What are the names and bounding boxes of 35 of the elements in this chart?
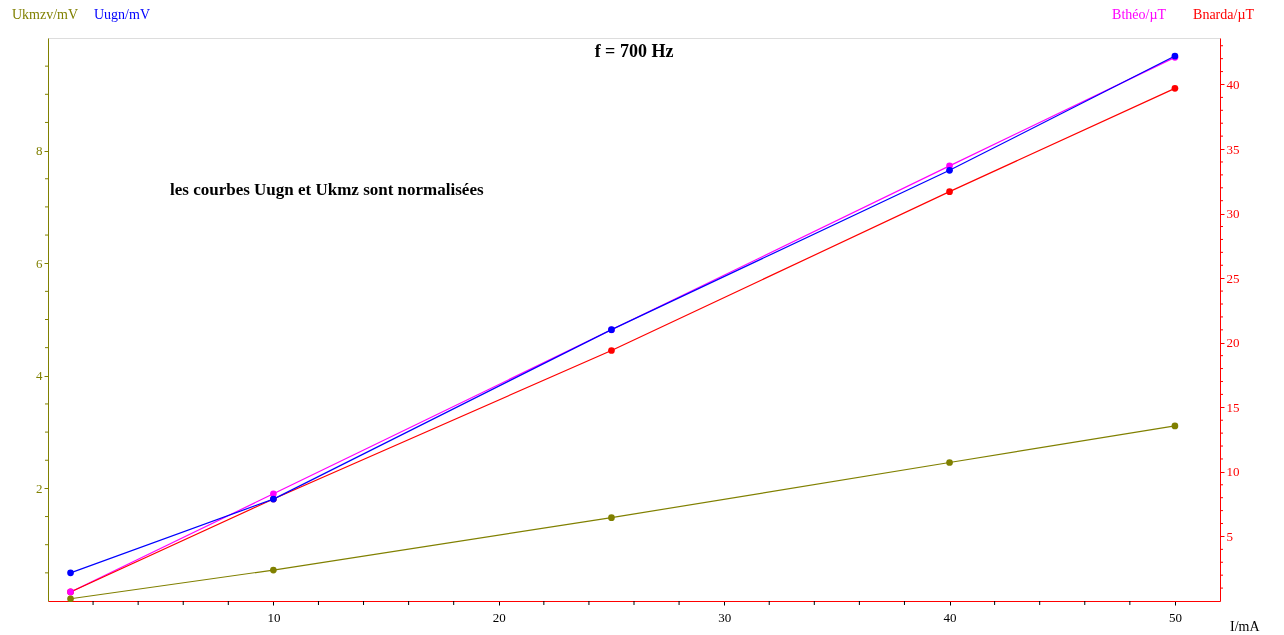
annotation: les courbes Uugn et Ukmz sont normalisées xyxy=(170,180,484,199)
y2-tick-label: 35 xyxy=(1226,141,1240,157)
point xyxy=(1171,85,1179,92)
y-tick-label: 6 xyxy=(36,255,43,271)
text: Bthéo/µT xyxy=(1112,7,1167,22)
point xyxy=(1171,422,1179,430)
y2-tick-label: 10 xyxy=(1226,464,1240,480)
y2-tick-label: 5 xyxy=(1226,528,1233,544)
y2-tick-label: 25 xyxy=(1226,270,1240,286)
chart-title: f = 700 Hz xyxy=(594,41,674,61)
point xyxy=(608,347,615,354)
x-tick-label: 10 xyxy=(267,609,281,625)
x-tick-label: 50 xyxy=(1168,609,1182,625)
y2-tick-label: 20 xyxy=(1226,335,1240,351)
y-tick-label: 2 xyxy=(36,480,43,496)
x-tick-label: 30 xyxy=(718,609,732,625)
y-tick-label: 4 xyxy=(36,368,43,384)
text: Uugn/mV xyxy=(94,7,150,22)
text: Ukmzv/mV xyxy=(12,7,79,22)
x-tick-label: 20 xyxy=(492,609,506,625)
point xyxy=(270,566,277,574)
point xyxy=(946,166,953,174)
point xyxy=(67,595,74,603)
y2-tick-label: 40 xyxy=(1226,76,1240,92)
y-tick-label: 8 xyxy=(36,143,43,159)
y2-tick-label: 30 xyxy=(1226,206,1240,222)
y2-tick-label: 15 xyxy=(1226,399,1240,415)
x-tick-label: 40 xyxy=(943,609,957,625)
point xyxy=(608,514,615,522)
point xyxy=(946,188,953,196)
point xyxy=(946,459,953,466)
text: Bnarda/µT xyxy=(1193,7,1255,22)
point xyxy=(67,569,74,577)
x-axis-title: I/mA xyxy=(1230,619,1261,634)
point xyxy=(270,490,277,498)
